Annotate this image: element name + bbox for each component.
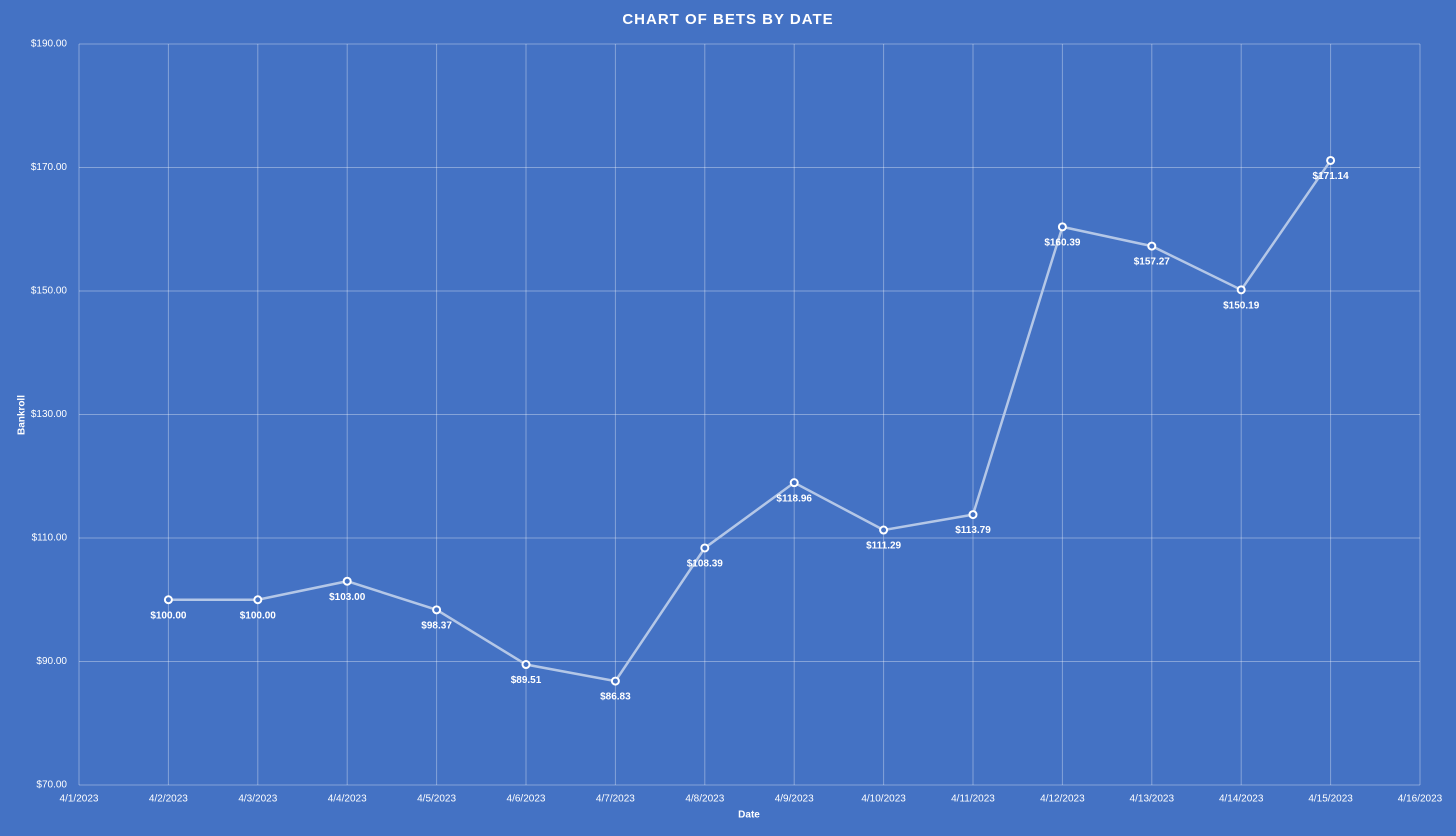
data-label: $113.79 bbox=[955, 525, 991, 536]
data-point bbox=[879, 525, 889, 535]
x-tick-label: 4/15/2023 bbox=[1308, 794, 1353, 805]
x-axis-label: Date bbox=[738, 810, 760, 821]
x-tick-label: 4/11/2023 bbox=[951, 794, 995, 805]
data-point bbox=[700, 543, 710, 553]
x-tick-label: 4/6/2023 bbox=[507, 794, 546, 805]
data-point bbox=[789, 478, 799, 488]
y-tick-label: $110.00 bbox=[32, 533, 68, 544]
data-point bbox=[163, 595, 173, 605]
x-tick-label: 4/14/2023 bbox=[1219, 794, 1264, 805]
x-tick-label: 4/10/2023 bbox=[861, 794, 906, 805]
data-label: $98.37 bbox=[421, 620, 452, 631]
x-tick-label: 4/8/2023 bbox=[685, 794, 724, 805]
data-point bbox=[1147, 241, 1157, 251]
data-label: $86.83 bbox=[600, 692, 631, 703]
data-point bbox=[968, 510, 978, 520]
y-axis-label: Bankroll bbox=[17, 395, 28, 435]
y-tick-label: $130.00 bbox=[31, 409, 68, 420]
x-tick-label: 4/13/2023 bbox=[1130, 794, 1175, 805]
y-tick-label: $90.00 bbox=[36, 656, 67, 667]
data-label: $157.27 bbox=[1134, 257, 1171, 268]
x-tick-label: 4/2/2023 bbox=[149, 794, 188, 805]
data-label: $108.39 bbox=[687, 559, 724, 570]
data-label: $100.00 bbox=[150, 610, 187, 621]
x-tick-label: 4/12/2023 bbox=[1040, 794, 1085, 805]
data-point bbox=[1057, 222, 1067, 232]
y-tick-label: $70.00 bbox=[36, 780, 67, 791]
x-tick-label: 4/5/2023 bbox=[417, 794, 456, 805]
data-point bbox=[1326, 155, 1336, 165]
data-line bbox=[168, 159, 1332, 683]
x-tick-label: 4/16/2023 bbox=[1398, 794, 1443, 805]
data-label: $103.00 bbox=[329, 592, 366, 603]
data-point bbox=[342, 576, 352, 586]
data-label: $118.96 bbox=[776, 493, 812, 504]
y-tick-label: $190.00 bbox=[31, 39, 68, 50]
data-point bbox=[521, 660, 531, 670]
data-point bbox=[610, 676, 620, 686]
x-tick-label: 4/7/2023 bbox=[596, 794, 635, 805]
x-tick-label: 4/4/2023 bbox=[328, 794, 367, 805]
data-point bbox=[1236, 285, 1246, 295]
data-label: $160.39 bbox=[1044, 237, 1081, 248]
data-label: $100.00 bbox=[240, 610, 277, 621]
x-tick-label: 4/9/2023 bbox=[775, 794, 814, 805]
data-label: $89.51 bbox=[511, 675, 542, 686]
y-tick-label: $150.00 bbox=[31, 286, 68, 297]
y-tick-label: $170.00 bbox=[31, 162, 68, 173]
data-label: $111.29 bbox=[866, 541, 901, 552]
data-label: $150.19 bbox=[1223, 300, 1260, 311]
x-tick-label: 4/3/2023 bbox=[238, 794, 277, 805]
x-tick-label: 4/1/2023 bbox=[60, 794, 99, 805]
data-point bbox=[432, 605, 442, 615]
data-point bbox=[253, 595, 263, 605]
chart-title: CHART OF BETS BY DATE bbox=[622, 11, 833, 28]
data-label: $171.14 bbox=[1313, 171, 1350, 182]
